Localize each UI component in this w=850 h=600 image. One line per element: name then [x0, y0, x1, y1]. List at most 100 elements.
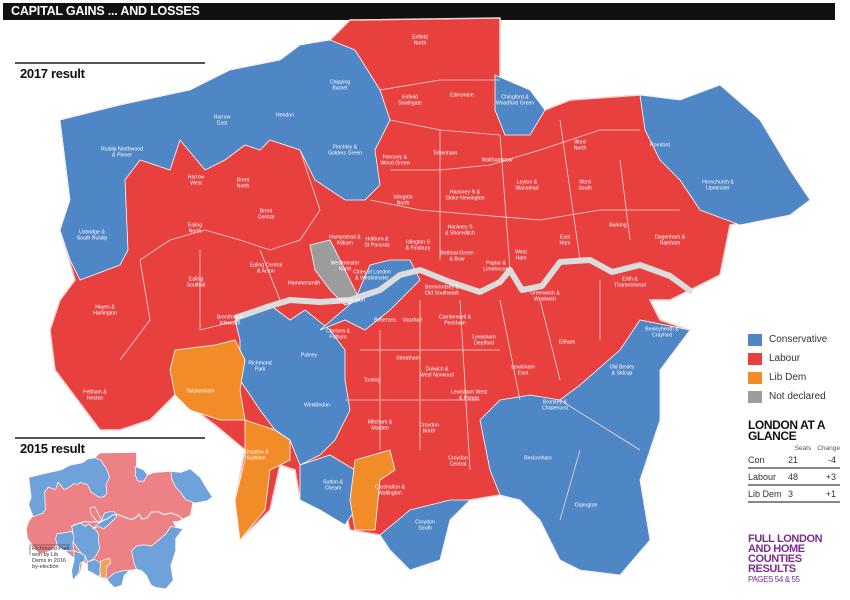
legend-item-libdem: Lib Dem: [748, 368, 827, 387]
constituency-label: Enfield Southgate: [398, 95, 422, 107]
constituency-label: Dagenham & Rainham: [655, 235, 686, 247]
glance-header: Seats Change: [748, 445, 840, 452]
change: -4: [827, 455, 836, 465]
table-row: Labour 48 +3: [748, 469, 840, 486]
region-southeast-conservative: [479, 319, 691, 576]
constituency-label: Putney: [301, 353, 318, 359]
region-southwest-conservative: [71, 522, 101, 563]
legend-label: Labour: [769, 353, 801, 364]
constituency-label: Kingston & Surbiton: [243, 450, 269, 462]
region-carshalton-libdem: [99, 557, 112, 579]
glance-title: LONDON AT A GLANCE: [748, 418, 825, 443]
region-kensington-not-declared: [309, 239, 361, 306]
table-row: Lib Dem 3 +1: [748, 486, 840, 503]
constituency-label: Harrow East: [214, 115, 231, 127]
region-southwest-conservative: [234, 304, 351, 466]
constituency-label: Romford: [650, 143, 670, 149]
region-east-conservative: [170, 468, 213, 504]
legend-label: Lib Dem: [769, 372, 807, 383]
constituency-label: Erith & Thamesmead: [614, 277, 646, 289]
col-seats: Seats: [794, 445, 812, 452]
constituency-label: Poplar & Limehouse: [483, 261, 508, 273]
constituency-label: Holborn & St Pancras: [364, 237, 390, 249]
constituency-label: Bexleyheath & Crayford: [645, 327, 679, 339]
change: +3: [825, 472, 836, 482]
constituency-labels: Enfield North Edmonton Enfield Southgate Chip…: [77, 35, 735, 532]
more-results-note: FULL LONDON AND HOME COUNTIES RESULTS PA…: [748, 534, 843, 585]
region-northwest-conservative: [28, 457, 110, 518]
constituency-label: Edmonton: [450, 93, 474, 99]
constituency-label: Brent Central: [258, 209, 275, 221]
london-at-a-glance-table: LONDON AT A GLANCE Seats Change Con 21 -4 …: [748, 418, 840, 503]
constituency-label: Islington North: [393, 195, 412, 207]
constituency-label: Orpington: [575, 503, 598, 509]
constituency-label: Barking: [609, 223, 627, 229]
constituency-label: Old Bexley & Sidcup: [609, 365, 634, 377]
constituency-label: Battersea: [374, 318, 396, 324]
divider: [15, 62, 205, 64]
change: +1: [825, 489, 836, 499]
constituency-label: Harrow West: [188, 175, 205, 187]
constituency-label: Lewisham West & Penge: [451, 390, 488, 402]
party: Labour: [748, 472, 777, 482]
river-thames: [71, 511, 184, 527]
constituency-label: Westminster North: [331, 261, 360, 273]
constituency-label: Ealing Central & Acton: [250, 263, 283, 275]
constituency-boundaries: [119, 79, 680, 521]
constituency-label: Streatham: [396, 356, 420, 362]
constituency-label: Ealing Southall: [187, 277, 206, 289]
constituency-label: Bromley & Chislehurst: [542, 400, 569, 412]
constituency-label: Chelsea & Fulham: [326, 329, 350, 341]
party: Con: [748, 455, 765, 465]
constituency-label: Hammersmith: [288, 281, 320, 287]
constituency-label: Tottenham: [433, 151, 457, 157]
constituency-label: Chingford & Woodford Green: [496, 95, 534, 107]
inset-note: Richmond Park won by Lib Dems in 2016 by…: [32, 546, 70, 570]
constituency-label: Hackney S & Shoreditch: [445, 225, 475, 237]
constituency-label: Croydon North: [419, 423, 439, 435]
section-2017-label: 2017 result: [20, 66, 85, 81]
divider: [15, 437, 205, 439]
constituency-label: Beckenham: [524, 456, 551, 462]
constituency-label: Bethnal Green & Bow: [440, 251, 474, 263]
constituency-label: Brentford & Isleworth: [217, 315, 244, 327]
constituency-label: Richmond Park: [248, 361, 271, 373]
constituency-label: Uxbridge & South Ruislip: [77, 230, 108, 242]
constituency-label: Ealing North: [188, 223, 203, 235]
constituency-label: Carshalton & Wallington: [375, 485, 406, 497]
constituency-label: Twickenham: [186, 389, 215, 395]
constituency-label: Chipping Barnet: [330, 80, 351, 92]
constituency-label: Islington S & Finsbury: [406, 240, 431, 252]
region-chingford-conservative: [494, 74, 546, 136]
constituency-label: Hornsey & Wood Green: [380, 155, 409, 167]
constituency-label: Lewisham Deptford: [472, 335, 495, 347]
constituency-label: Croydon Central: [448, 456, 468, 468]
constituency-label: Greenwich & Woolwich: [530, 291, 560, 303]
map-2015-inset: [25, 452, 213, 590]
region-chingford-conservative: [134, 465, 148, 482]
region-kensington-not-declared: [89, 506, 103, 524]
region-croydon-south-conservative: [379, 499, 471, 571]
constituency-label: Hackney N & Stoke Newington: [445, 190, 484, 202]
region-croydon-south-conservative: [106, 570, 131, 589]
constituency-label: Tooting: [364, 378, 381, 384]
seats: 48: [788, 472, 799, 482]
constituency-label: Feltham & Heston: [83, 390, 107, 402]
region-southeast-conservative: [131, 525, 184, 590]
col-change: Change: [817, 445, 840, 452]
legend-item-labour: Labour: [748, 349, 827, 368]
legend: Conservative Labour Lib Dem Not declared: [748, 330, 827, 406]
constituency-label: Bermondsey & Old Southwark: [425, 285, 460, 297]
map-2017: [49, 17, 812, 576]
constituency-label: Hampstead & Kilburn: [329, 235, 361, 247]
more-results-pages: PAGES 54 & 55: [748, 575, 800, 584]
legend-label: Not declared: [769, 391, 826, 402]
constituency-label: Brent North: [237, 178, 250, 190]
legend-swatch: [748, 333, 762, 346]
constituency-label: Camberwell & Peckham: [439, 315, 472, 327]
region-northwest-conservative: [59, 39, 391, 281]
legend-swatch: [748, 390, 762, 403]
legend-swatch: [748, 352, 762, 365]
constituency-label: Ilford South: [578, 180, 592, 192]
